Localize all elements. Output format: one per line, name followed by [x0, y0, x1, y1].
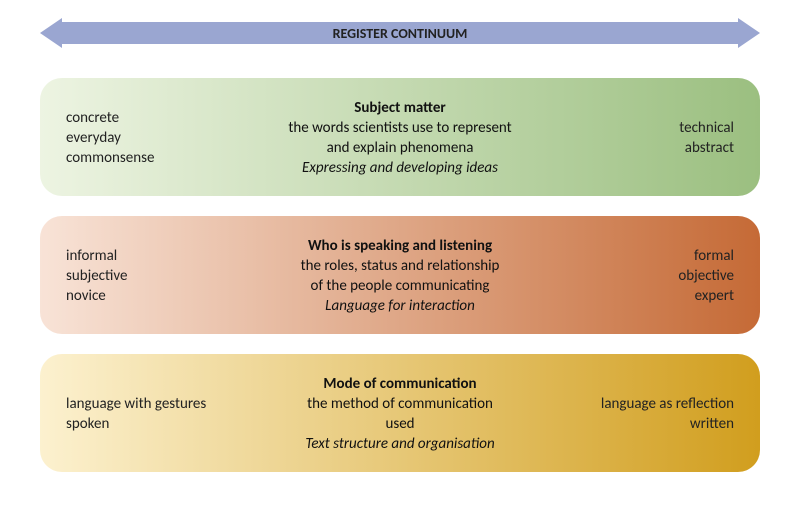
- center-block: Subject matterthe words scientists use t…: [233, 98, 567, 179]
- right-term: language as reflection: [567, 394, 734, 414]
- banner-title: REGISTER CONTINUUM: [62, 22, 738, 44]
- right-term: written: [567, 414, 734, 434]
- panel-italic: Language for interaction: [233, 296, 567, 316]
- panel-who-speaking: informalsubjectivenoviceWho is speaking …: [40, 216, 760, 334]
- panel-description-line: used: [233, 414, 567, 434]
- left-term: informal: [66, 246, 233, 266]
- left-term: everyday: [66, 128, 233, 148]
- right-term: abstract: [567, 138, 734, 158]
- arrow-left-icon: [40, 18, 62, 48]
- arrow-right-icon: [738, 18, 760, 48]
- panel-mode-communication: language with gesturesspokenMode of comm…: [40, 354, 760, 472]
- left-terms: informalsubjectivenovice: [66, 246, 233, 307]
- right-term: expert: [567, 286, 734, 306]
- left-term: spoken: [66, 414, 233, 434]
- continuum-arrow: REGISTER CONTINUUM: [40, 18, 760, 48]
- panel-description-line: and explain phenomena: [233, 138, 567, 158]
- panel-subject-matter: concreteeverydaycommonsenseSubject matte…: [40, 78, 760, 196]
- panel-italic: Text structure and organisation: [233, 434, 567, 454]
- left-term: novice: [66, 286, 233, 306]
- panel-heading: Mode of communication: [233, 374, 567, 394]
- right-terms: formalobjectiveexpert: [567, 246, 734, 307]
- left-term: concrete: [66, 108, 233, 128]
- panel-italic: Expressing and developing ideas: [233, 158, 567, 178]
- left-terms: concreteeverydaycommonsense: [66, 108, 233, 169]
- center-block: Who is speaking and listeningthe roles, …: [233, 236, 567, 317]
- right-term: objective: [567, 266, 734, 286]
- left-term: commonsense: [66, 148, 233, 168]
- right-term: formal: [567, 246, 734, 266]
- panels-container: concreteeverydaycommonsenseSubject matte…: [40, 78, 760, 472]
- left-term: subjective: [66, 266, 233, 286]
- panel-description-line: the roles, status and relationship: [233, 256, 567, 276]
- panel-description-line: the method of communication: [233, 394, 567, 414]
- right-terms: technicalabstract: [567, 118, 734, 159]
- center-block: Mode of communicationthe method of commu…: [233, 374, 567, 455]
- panel-description-line: of the people communicating: [233, 276, 567, 296]
- panel-description-line: the words scientists use to represent: [233, 118, 567, 138]
- right-term: technical: [567, 118, 734, 138]
- left-terms: language with gesturesspoken: [66, 394, 233, 435]
- right-terms: language as reflectionwritten: [567, 394, 734, 435]
- panel-heading: Who is speaking and listening: [233, 236, 567, 256]
- panel-heading: Subject matter: [233, 98, 567, 118]
- left-term: language with gestures: [66, 394, 233, 414]
